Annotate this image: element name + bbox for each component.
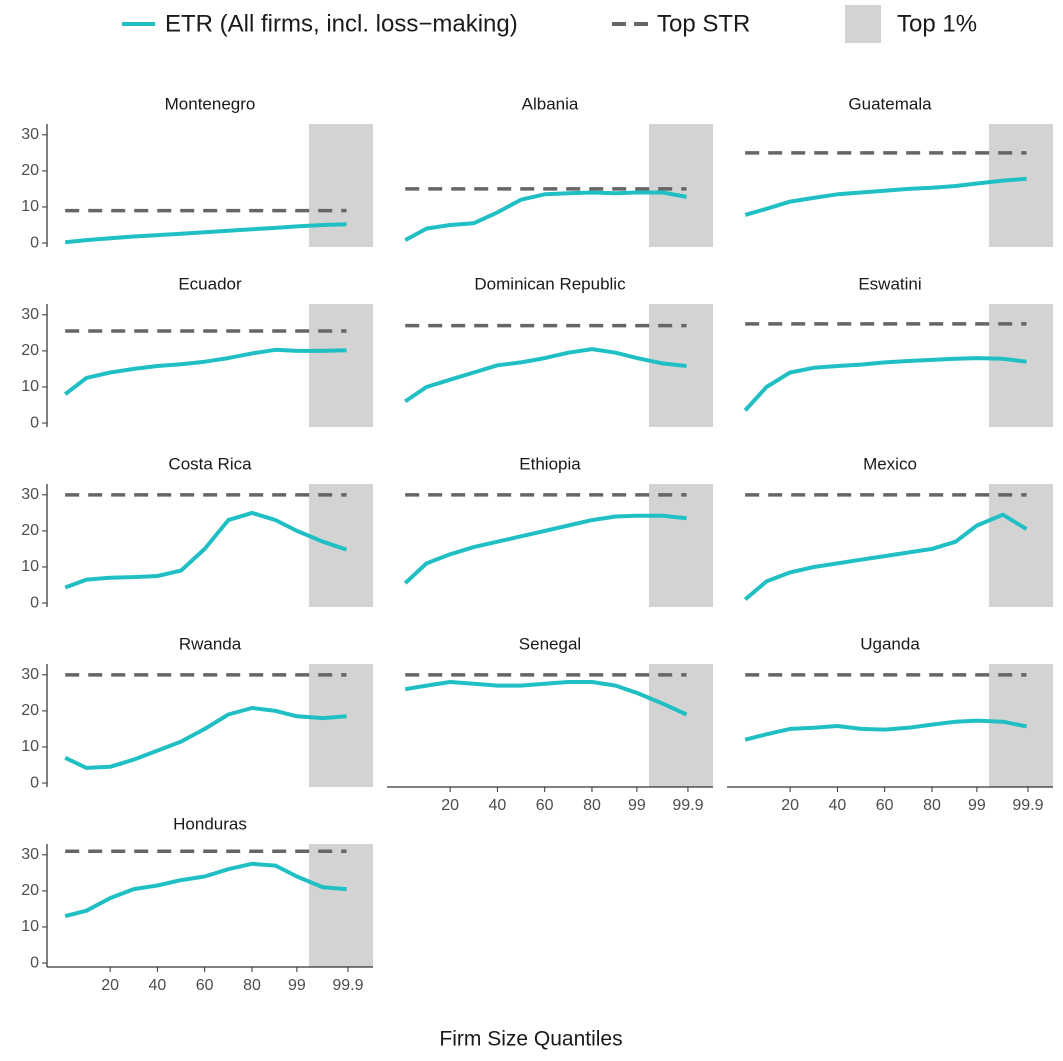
- top1-shade: [308, 304, 373, 427]
- y-tick-label: 30: [21, 486, 39, 503]
- top1-shade: [308, 844, 373, 967]
- strip-title: Rwanda: [179, 634, 242, 653]
- etr-line: [404, 347, 687, 404]
- strip-title: Mexico: [863, 454, 917, 473]
- x-tick-label: 60: [196, 977, 214, 994]
- x-tick-label: 40: [149, 977, 167, 994]
- x-tick-label: 80: [583, 797, 601, 814]
- top1-shade: [308, 484, 373, 607]
- x-tick-label: 99.9: [332, 977, 363, 994]
- etr-line: [404, 190, 687, 242]
- x-tick-label: 99.9: [1012, 797, 1043, 814]
- top1-shade: [648, 664, 713, 787]
- y-tick-label: 30: [21, 306, 39, 323]
- y-tick-label: 0: [30, 774, 39, 791]
- x-tick-label: 60: [536, 797, 554, 814]
- y-tick-label: 10: [21, 918, 39, 935]
- y-tick-label: 10: [21, 378, 39, 395]
- x-tick-label: 80: [923, 797, 941, 814]
- etr-line: [743, 356, 1027, 412]
- etr-line: [404, 680, 688, 717]
- etr-line: [743, 512, 1028, 601]
- x-tick-label: 20: [781, 797, 799, 814]
- strip-title: Ecuador: [178, 274, 242, 293]
- etr-line: [64, 706, 347, 770]
- y-tick-label: 0: [30, 594, 39, 611]
- legend-label: Top 1%: [897, 10, 977, 37]
- y-tick-label: 20: [21, 702, 39, 719]
- x-tick-label: 20: [441, 797, 459, 814]
- x-tick-label: 99: [968, 797, 986, 814]
- top1-shade: [648, 484, 713, 607]
- strip-title: Guatemala: [848, 94, 932, 113]
- etr-line: [64, 510, 348, 590]
- legend-label: ETR (All firms, incl. loss−making): [165, 10, 518, 37]
- etr-line: [64, 861, 347, 919]
- legend-swatch: [845, 5, 881, 43]
- y-tick-label: 10: [21, 558, 39, 575]
- top1-shade: [648, 124, 713, 247]
- etr-line: [744, 176, 1027, 217]
- top1-shade: [988, 124, 1053, 247]
- top1-shade: [988, 484, 1053, 607]
- x-tick-label: 99.9: [672, 797, 703, 814]
- legend-label: Top STR: [657, 10, 750, 37]
- strip-title: Albania: [522, 94, 579, 113]
- y-tick-label: 20: [21, 342, 39, 359]
- strip-title: Ethiopia: [519, 454, 581, 473]
- strip-title: Costa Rica: [168, 454, 252, 473]
- y-tick-label: 20: [21, 162, 39, 179]
- x-tick-label: 20: [101, 977, 119, 994]
- x-tick-label: 99: [288, 977, 306, 994]
- etr-line: [744, 718, 1027, 742]
- strip-title: Eswatini: [858, 274, 921, 293]
- y-tick-label: 0: [30, 954, 39, 971]
- x-tick-label: 99: [628, 797, 646, 814]
- etr-line: [64, 222, 347, 245]
- y-tick-label: 20: [21, 882, 39, 899]
- x-axis-title: Firm Size Quantiles: [439, 1028, 622, 1051]
- y-tick-label: 10: [21, 198, 39, 215]
- y-tick-label: 0: [30, 234, 39, 251]
- strip-title: Uganda: [860, 634, 920, 653]
- x-tick-label: 60: [876, 797, 894, 814]
- y-tick-label: 30: [21, 666, 39, 683]
- strip-title: Montenegro: [165, 94, 256, 113]
- y-tick-label: 30: [21, 126, 39, 143]
- y-tick-label: 0: [30, 414, 39, 431]
- strip-title: Honduras: [173, 814, 247, 833]
- x-tick-label: 40: [829, 797, 847, 814]
- top1-shade: [308, 124, 373, 247]
- x-tick-label: 80: [243, 977, 261, 994]
- y-tick-label: 20: [21, 522, 39, 539]
- strip-title: Senegal: [519, 634, 581, 653]
- top1-shade: [308, 664, 373, 787]
- etr-line: [63, 347, 347, 396]
- etr-line: [403, 513, 687, 585]
- y-tick-label: 30: [21, 846, 39, 863]
- strip-title: Dominican Republic: [474, 274, 626, 293]
- x-tick-label: 40: [489, 797, 507, 814]
- y-tick-label: 10: [21, 738, 39, 755]
